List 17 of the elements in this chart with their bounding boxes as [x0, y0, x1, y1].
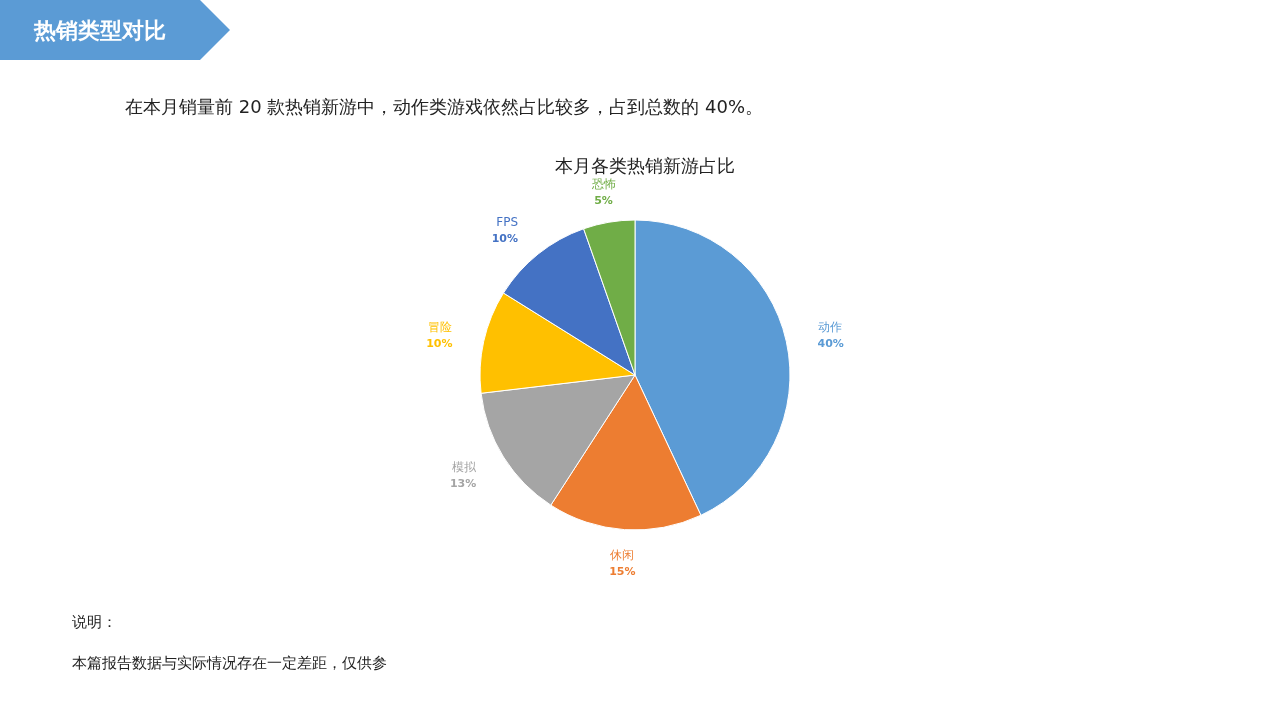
data-label: 40% — [817, 337, 844, 351]
slice-label: 恐怖 — [590, 176, 616, 191]
data-label: 10% — [426, 337, 453, 351]
slice-label: 动作 — [817, 320, 842, 335]
slice-label: 模拟 — [452, 459, 478, 474]
slice-label: 冒险 — [428, 320, 453, 335]
chart-title: 本月各类热销新游占比 — [555, 155, 735, 176]
data-label: 15% — [609, 564, 636, 578]
slice-label: 休闲 — [610, 547, 635, 562]
text: 热销类型对比 — [33, 18, 166, 43]
text: 本篇报告数据与实际情况存在一定差距，仅供参 — [72, 654, 387, 672]
chart-subtitle: 在本月销量前 20 款热销新游中，动作类游戏依然占比较多，占到总数的 40%。 — [125, 96, 764, 117]
data-label: 5% — [594, 193, 613, 207]
data-label: 13% — [449, 476, 477, 490]
slice-label: FPS — [496, 215, 519, 230]
data-label: 10% — [491, 232, 519, 246]
text: 说明： — [72, 613, 117, 631]
